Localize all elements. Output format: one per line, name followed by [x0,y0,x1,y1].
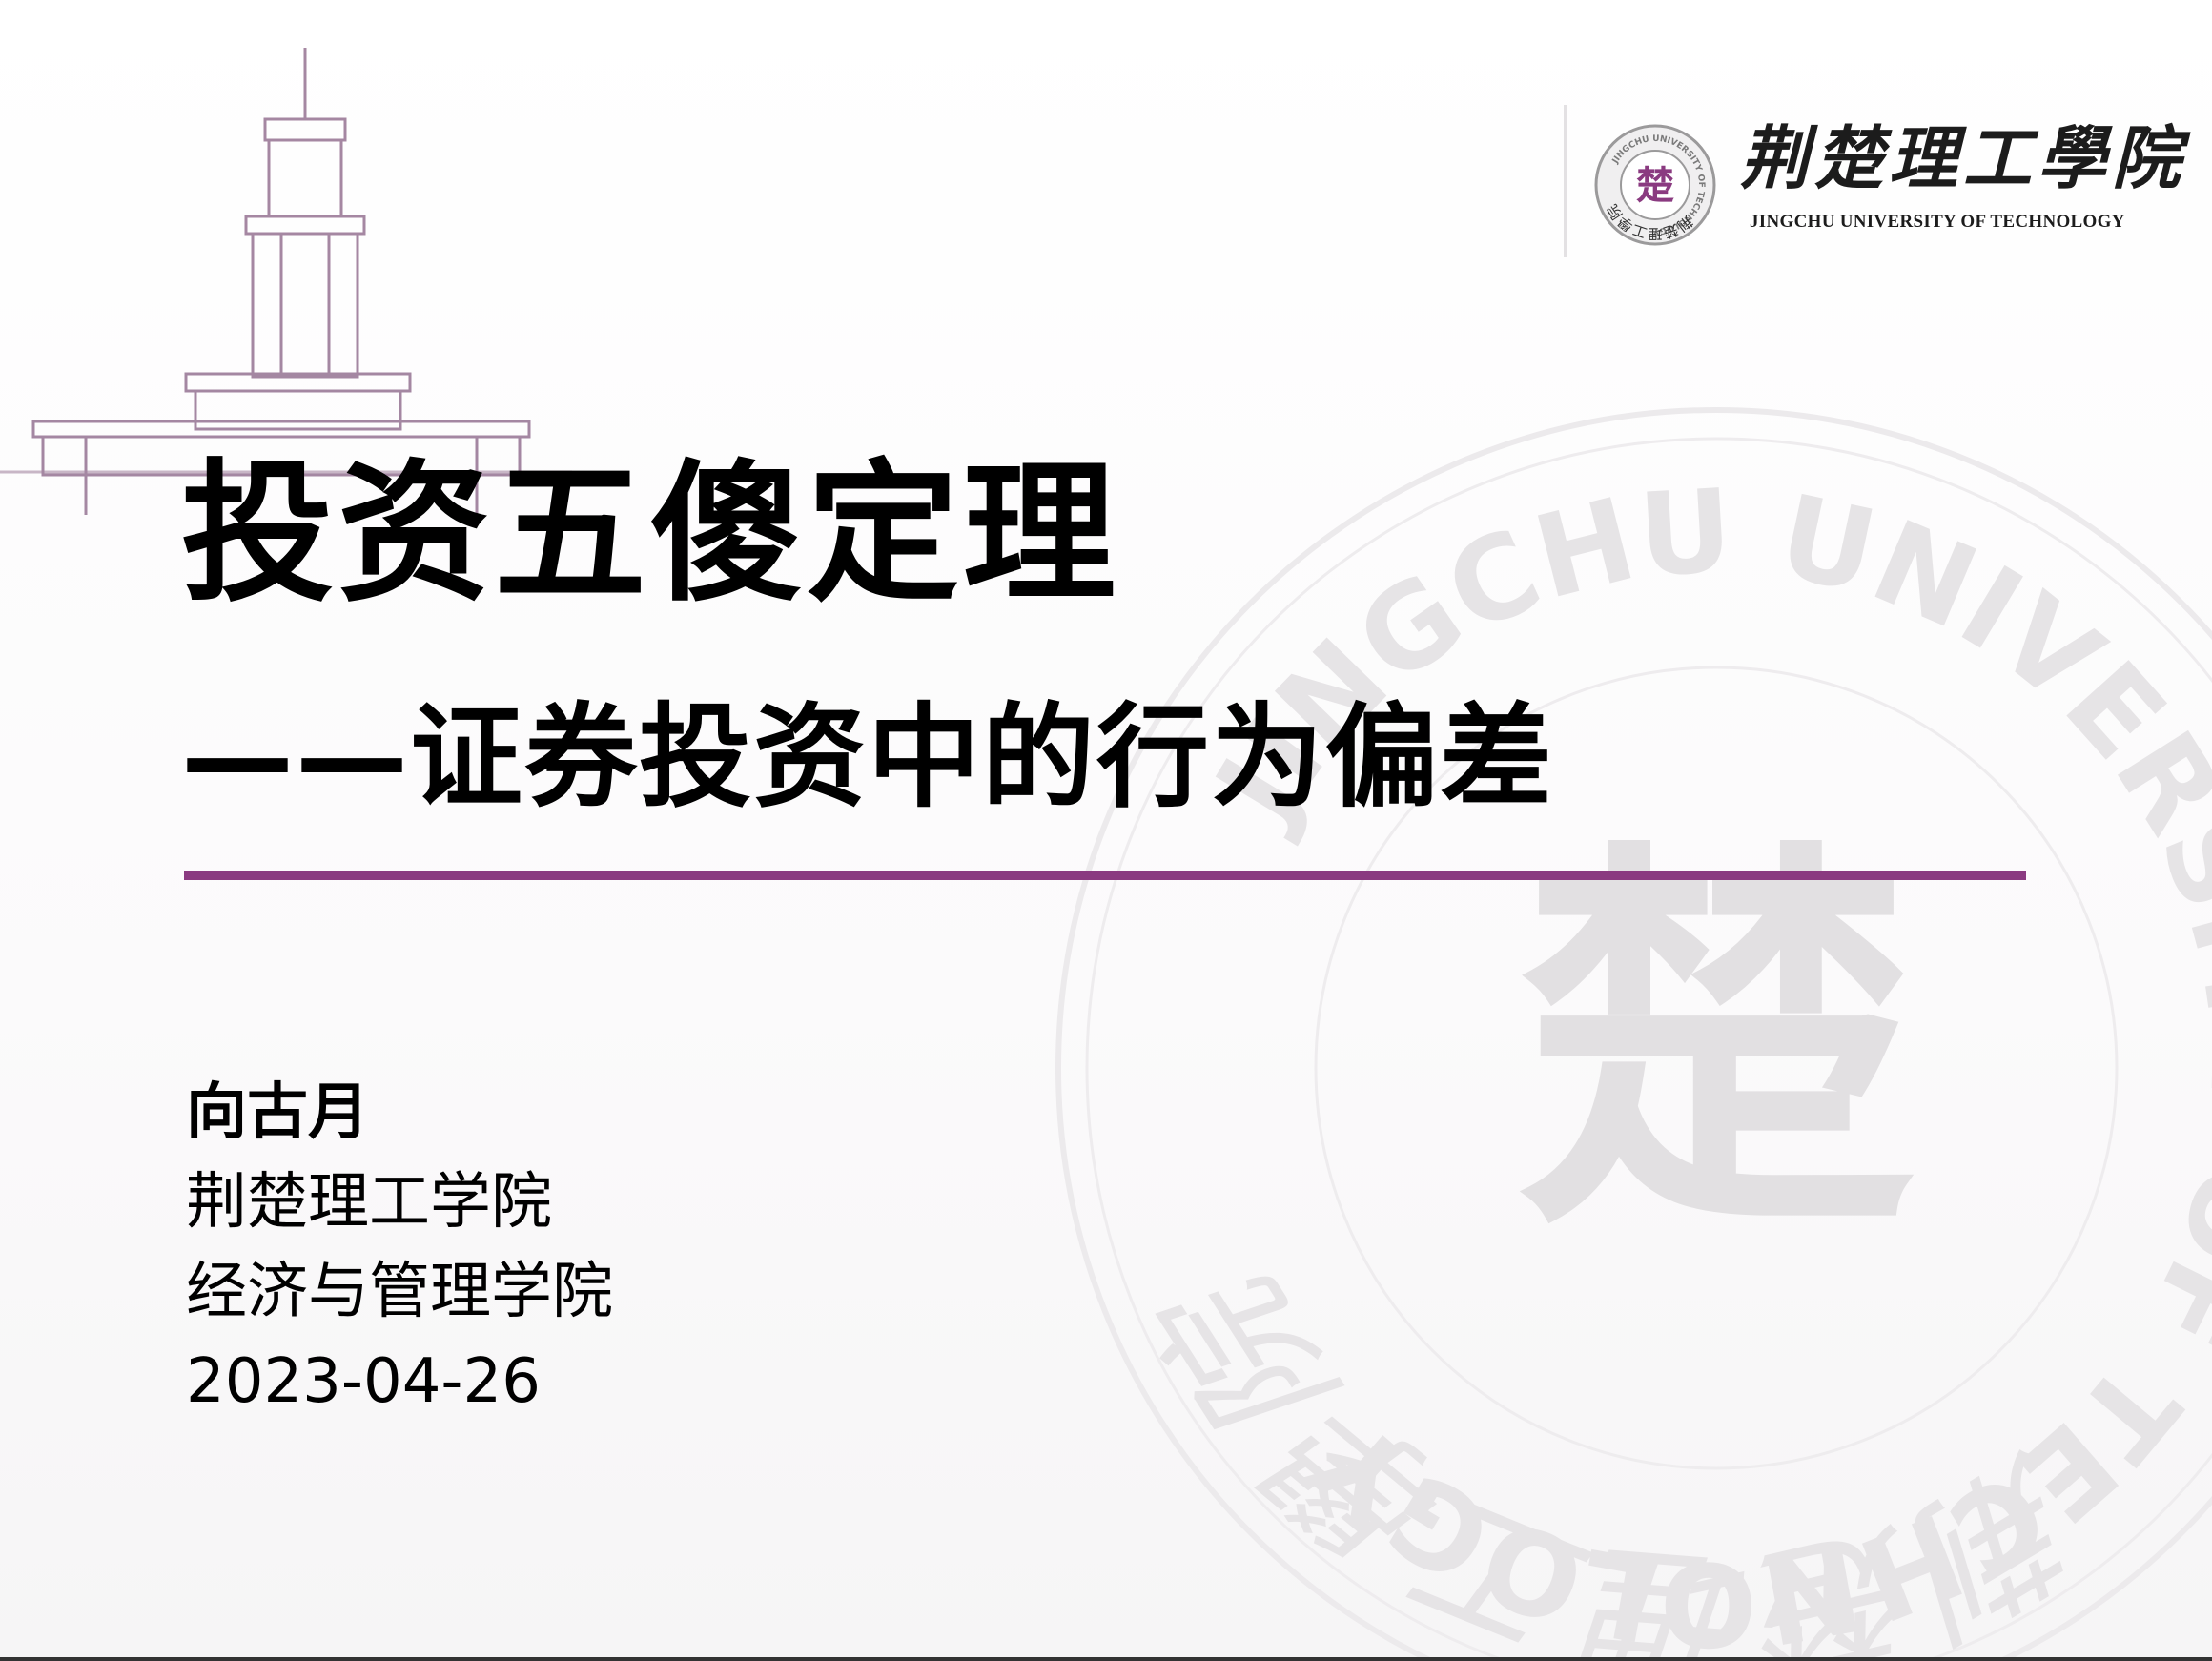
logo-name-cn: 荆楚理工學院 [1740,117,2187,198]
presentation-date: 2023-04-26 [186,1346,541,1417]
university-seal-icon: JINGCHU UNIVERSITY OF TECHNOLOGY 荆楚理工學院 … [1594,124,1716,246]
logo-divider [1564,105,1567,257]
logo-name-en: JINGCHU UNIVERSITY OF TECHNOLOGY [1750,212,2125,232]
author-school: 经济与管理学院 [186,1257,613,1327]
author-info: 向古月 荆楚理工学院 经济与管理学院 2023-04-26 [186,1068,613,1426]
author-university: 荆楚理工学院 [186,1167,552,1238]
seal-center-char: 楚 [1636,163,1674,208]
university-logo: JINGCHU UNIVERSITY OF TECHNOLOGY 荆楚理工學院 … [1564,105,2181,267]
watermark-ring-en: JINGCHU UNIVERSITY OF TECHNOLOGY [1188,465,2212,1661]
svg-text:荆楚理工學院: 荆楚理工學院 [1127,1235,2108,1661]
watermark-ring-cn: 荆楚理工學院 [1127,1235,2108,1661]
clock-tower-illustration-icon [0,48,572,515]
author-name: 向古月 [186,1077,369,1148]
svg-text:JINGCHU UNIVERSITY OF TECHNOLO: JINGCHU UNIVERSITY OF TECHNOLOGY [1188,465,2212,1661]
page-title: 投资五傻定理 [181,444,1120,623]
bottom-border [0,1657,2212,1661]
title-divider [184,871,2026,880]
seal-watermark-icon: JINGCHU UNIVERSITY OF TECHNOLOGY 荆楚理工學院 … [1055,407,2212,1661]
page-subtitle: ——证券投资中的行为偏差 [181,691,1555,823]
